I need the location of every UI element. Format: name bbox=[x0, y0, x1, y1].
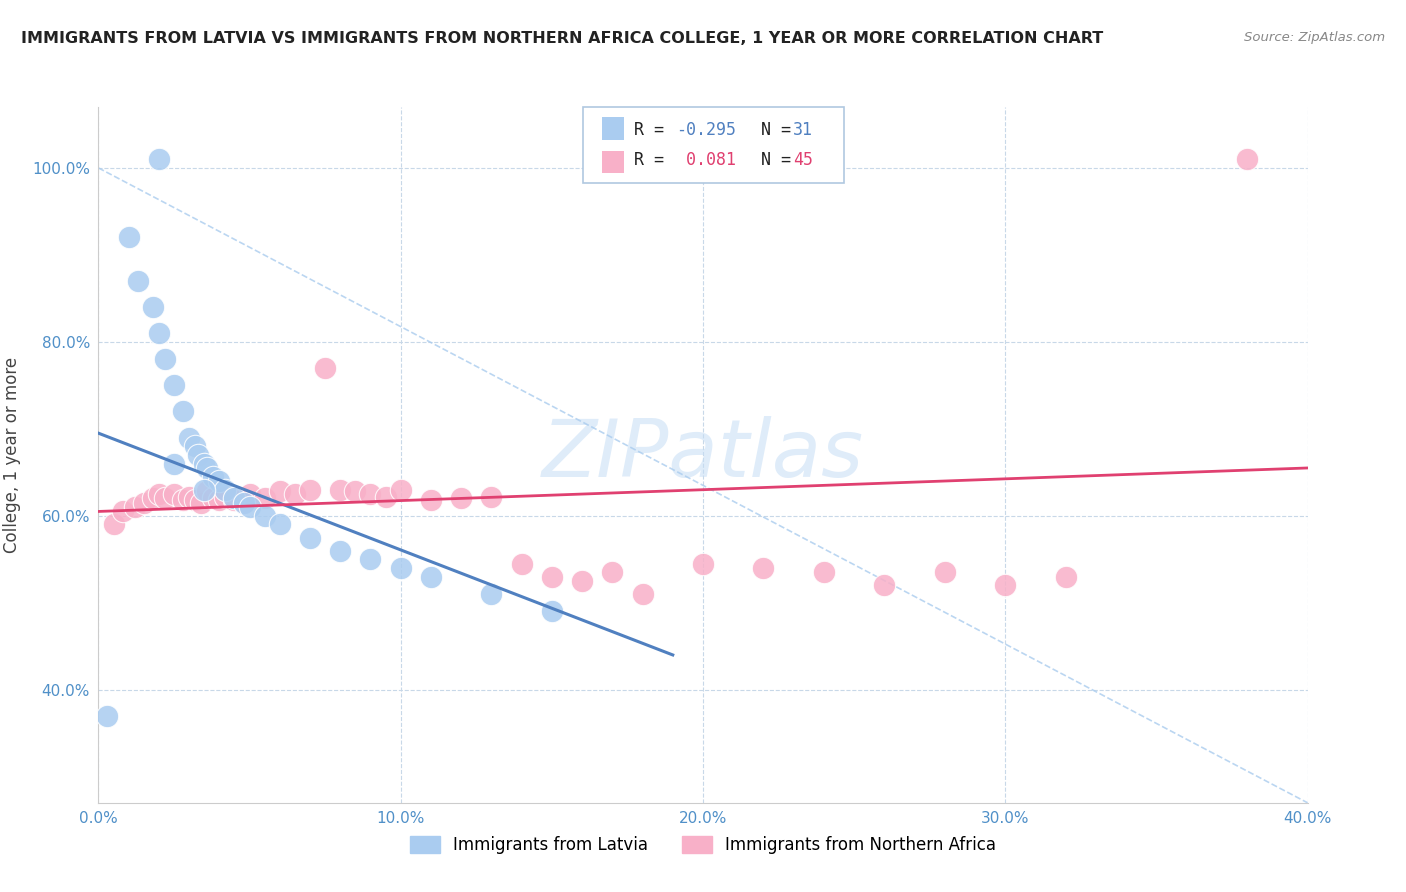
Point bbox=[179, 431, 201, 445]
Point bbox=[420, 570, 443, 584]
Text: Source: ZipAtlas.com: Source: ZipAtlas.com bbox=[1244, 31, 1385, 45]
Point bbox=[540, 605, 562, 619]
Point bbox=[202, 491, 225, 506]
Point bbox=[269, 517, 291, 532]
Point bbox=[481, 587, 503, 601]
Point bbox=[299, 483, 322, 497]
Point bbox=[172, 493, 194, 508]
Point bbox=[481, 490, 503, 504]
Point bbox=[103, 517, 125, 532]
Point bbox=[232, 496, 254, 510]
Point bbox=[184, 493, 207, 508]
Point bbox=[214, 483, 236, 497]
Point bbox=[96, 708, 118, 723]
Point bbox=[1236, 152, 1258, 166]
Point bbox=[232, 496, 254, 510]
Point bbox=[132, 496, 155, 510]
Text: N =: N = bbox=[741, 120, 801, 138]
Point bbox=[224, 493, 246, 508]
Point bbox=[314, 361, 336, 376]
Point bbox=[329, 543, 352, 558]
Point bbox=[329, 483, 352, 497]
Point bbox=[153, 491, 176, 506]
Point bbox=[127, 274, 149, 288]
Text: IMMIGRANTS FROM LATVIA VS IMMIGRANTS FROM NORTHERN AFRICA COLLEGE, 1 YEAR OR MOR: IMMIGRANTS FROM LATVIA VS IMMIGRANTS FRO… bbox=[21, 31, 1104, 46]
Point bbox=[148, 326, 170, 340]
Point bbox=[224, 491, 246, 506]
Point bbox=[195, 461, 218, 475]
Point bbox=[124, 500, 146, 514]
Text: -0.295: -0.295 bbox=[676, 120, 737, 138]
Point bbox=[284, 487, 307, 501]
Point bbox=[994, 578, 1017, 592]
Point bbox=[269, 484, 291, 499]
Legend: Immigrants from Latvia, Immigrants from Northern Africa: Immigrants from Latvia, Immigrants from … bbox=[404, 829, 1002, 861]
Text: R =: R = bbox=[634, 120, 673, 138]
Point bbox=[148, 152, 170, 166]
Point bbox=[118, 230, 141, 244]
Point bbox=[193, 483, 215, 497]
Point bbox=[239, 487, 262, 501]
Point bbox=[163, 487, 186, 501]
Point bbox=[540, 570, 562, 584]
Point bbox=[374, 490, 396, 504]
Point bbox=[510, 557, 533, 571]
Point bbox=[299, 531, 322, 545]
Point bbox=[602, 566, 624, 580]
Point bbox=[631, 587, 654, 601]
Point bbox=[202, 469, 225, 483]
Point bbox=[208, 493, 231, 508]
Point bbox=[389, 483, 412, 497]
Point bbox=[111, 504, 134, 518]
Point bbox=[420, 493, 443, 508]
Point bbox=[148, 487, 170, 501]
Point bbox=[450, 491, 472, 506]
Text: 0.081: 0.081 bbox=[676, 152, 737, 169]
Text: 31: 31 bbox=[793, 120, 813, 138]
Point bbox=[193, 457, 215, 471]
Point bbox=[344, 484, 367, 499]
Point bbox=[934, 566, 956, 580]
Point bbox=[360, 552, 382, 566]
Point bbox=[214, 490, 236, 504]
Point bbox=[389, 561, 412, 575]
Point bbox=[752, 561, 775, 575]
Point bbox=[142, 300, 165, 314]
Point bbox=[179, 490, 201, 504]
Point bbox=[184, 439, 207, 453]
Point bbox=[142, 491, 165, 506]
Point bbox=[153, 352, 176, 367]
Point bbox=[571, 574, 593, 588]
Point bbox=[187, 448, 209, 462]
Point bbox=[253, 508, 276, 523]
Point bbox=[813, 566, 835, 580]
Text: N =: N = bbox=[741, 152, 801, 169]
Point bbox=[239, 500, 262, 514]
Point bbox=[208, 474, 231, 488]
Point bbox=[360, 487, 382, 501]
Point bbox=[253, 491, 276, 506]
Text: 45: 45 bbox=[793, 152, 813, 169]
Point bbox=[163, 457, 186, 471]
Point bbox=[190, 496, 212, 510]
Point bbox=[195, 484, 218, 499]
Point bbox=[692, 557, 714, 571]
Text: ZIPatlas: ZIPatlas bbox=[541, 416, 865, 494]
Point bbox=[873, 578, 896, 592]
Point bbox=[172, 404, 194, 418]
Point bbox=[1054, 570, 1077, 584]
Text: R =: R = bbox=[634, 152, 685, 169]
Point bbox=[163, 378, 186, 392]
Y-axis label: College, 1 year or more: College, 1 year or more bbox=[3, 357, 21, 553]
